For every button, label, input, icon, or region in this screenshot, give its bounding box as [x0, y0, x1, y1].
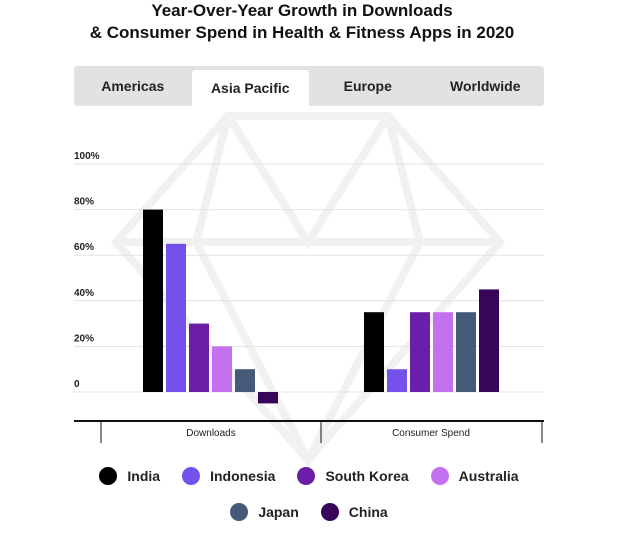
- legend-item-indonesia: Indonesia: [182, 466, 275, 486]
- legend-item-south-korea: South Korea: [297, 466, 409, 486]
- legend-swatch: [320, 503, 339, 521]
- legend-swatch: [297, 467, 316, 485]
- bar-indonesia-consumer-spend: [387, 369, 407, 392]
- bar-south-korea-consumer-spend: [410, 312, 430, 392]
- tab-europe[interactable]: Europe: [343, 78, 392, 94]
- legend-item-australia: Australia: [430, 466, 519, 486]
- bar-japan-consumer-spend: [456, 312, 476, 392]
- x-category-label: Consumer Spend: [392, 428, 470, 439]
- legend-swatch: [99, 467, 118, 485]
- tab-americas[interactable]: Americas: [101, 78, 165, 94]
- x-axis: Downloads Consumer Spend: [74, 420, 544, 443]
- bar-indonesia-downloads: [166, 243, 186, 392]
- legend-label: Australia: [458, 468, 519, 484]
- region-tabs: Americas Asia Pacific Europe Worldwide: [74, 66, 544, 106]
- tab-worldwide[interactable]: Worldwide: [449, 78, 521, 94]
- bar-india-downloads: [143, 209, 163, 392]
- bars: [143, 209, 499, 404]
- bar-japan-downloads: [235, 369, 255, 392]
- bar-australia-downloads: [212, 346, 232, 392]
- tab-asia-pacific[interactable]: Asia Pacific: [191, 70, 309, 106]
- bar-china-downloads: [258, 392, 278, 404]
- legend-item-india: India: [99, 466, 160, 486]
- legend-label: South Korea: [325, 468, 409, 484]
- chart-title-line-1: Year-Over-Year Growth in Downloads: [151, 1, 453, 20]
- y-axis-ticks: 100% 80% 60% 40% 20% 0: [74, 151, 100, 390]
- bar-china-consumer-spend: [479, 289, 499, 392]
- y-tick-label: 0: [74, 379, 80, 390]
- y-tick-label: 100%: [74, 151, 100, 162]
- legend-swatch: [230, 503, 249, 521]
- chart-title: Year-Over-Year Growth in Downloads & Con…: [0, 0, 604, 44]
- legend-label: Indonesia: [210, 468, 276, 484]
- bar-south-korea-downloads: [189, 323, 209, 392]
- legend: India Indonesia South Korea Australia Japan C…: [74, 466, 544, 522]
- legend-swatch: [182, 467, 201, 485]
- bar-australia-consumer-spend: [433, 312, 453, 392]
- legend-label: Japan: [258, 504, 299, 520]
- x-category-label: Downloads: [186, 428, 235, 439]
- legend-label: China: [348, 504, 388, 520]
- y-tick-label: 60%: [74, 242, 94, 253]
- chart-title-line-2: & Consumer Spend in Health & Fitness App…: [89, 23, 515, 42]
- y-tick-label: 20%: [74, 333, 94, 344]
- legend-item-china: China: [320, 502, 388, 522]
- legend-item-japan: Japan: [230, 502, 299, 522]
- watermark-diamond-icon: [110, 112, 506, 469]
- legend-swatch: [430, 467, 449, 485]
- legend-label: India: [127, 468, 161, 484]
- bar-india-consumer-spend: [364, 312, 384, 392]
- y-tick-label: 40%: [74, 288, 94, 299]
- y-tick-label: 80%: [74, 197, 94, 208]
